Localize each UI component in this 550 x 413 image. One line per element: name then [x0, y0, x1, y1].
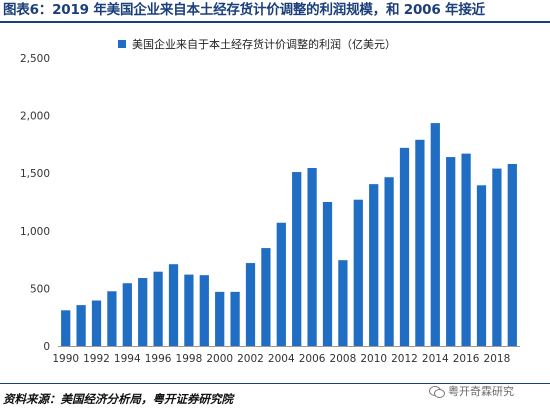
y-tick-label: 0: [43, 341, 50, 353]
bar-2012: [399, 147, 410, 346]
x-tick-label: 1992: [83, 353, 110, 365]
y-tick-label: 1,500: [20, 168, 50, 180]
y-tick-label: 2,500: [20, 53, 50, 65]
bar-2017: [476, 185, 487, 346]
watermark: 粤开奇霖研究: [429, 383, 514, 399]
chart-title: 图表6：2019 年美国企业来自本土经存货计价调整的利润规模，和 2006 年接…: [3, 2, 485, 18]
bar-2009: [353, 199, 363, 346]
bar-1996: [153, 271, 163, 346]
legend-label: 美国企业来自于本土经存货计价调整的利润（亿美元）: [132, 38, 396, 51]
watermark-text: 粤开奇霖研究: [448, 385, 514, 398]
footer-rule: [0, 383, 550, 384]
x-tick-label: 2014: [422, 353, 449, 365]
x-tick-label: 2000: [206, 353, 233, 365]
x-tick-label: 1994: [114, 353, 141, 365]
x-tick-label: 2012: [391, 353, 418, 365]
bar-2016: [461, 153, 471, 346]
wechat-icon: [429, 385, 445, 398]
x-tick-label: 2002: [237, 353, 264, 365]
x-tick-label: 1998: [176, 353, 203, 365]
bar-2001: [230, 291, 240, 346]
bar-2004: [276, 222, 286, 346]
legend-swatch: [118, 40, 126, 48]
bar-2000: [215, 291, 225, 346]
bar-2013: [415, 139, 425, 346]
bar-2015: [446, 157, 456, 346]
x-tick-label: 2018: [484, 353, 511, 365]
x-axis: 1990 1992 1994 1996 1998 2000 2002 2004 2006 2008…: [52, 346, 520, 365]
bar-2007: [322, 202, 333, 346]
title-underline: [0, 21, 550, 23]
bar-1999: [199, 275, 209, 346]
x-tick-label: 1990: [52, 353, 79, 365]
bar-2008: [338, 260, 348, 346]
bar-2006: [307, 168, 317, 346]
bar-2003: [261, 248, 271, 346]
x-tick-label: 2008: [330, 353, 357, 365]
bar-2002: [245, 263, 256, 346]
bar-2005: [292, 172, 302, 346]
x-tick-label: 2016: [453, 353, 480, 365]
legend: 美国企业来自于本土经存货计价调整的利润（亿美元）: [118, 36, 396, 52]
bar-1990: [61, 310, 71, 346]
y-tick-label: 2,000: [20, 111, 50, 123]
bar-2014: [430, 123, 440, 346]
source-note: 资料来源：美国经济分析局，粤开证券研究院: [3, 392, 233, 406]
x-tick-label: 2010: [360, 353, 387, 365]
bar-1994: [122, 283, 132, 346]
bar-1993: [107, 291, 117, 346]
x-tick-label: 2004: [268, 353, 295, 365]
bar-1998: [184, 274, 194, 346]
bar-1997: [168, 264, 179, 346]
bar-2011: [384, 177, 394, 346]
bar-2010: [369, 184, 379, 346]
bar-2018: [492, 168, 502, 346]
y-axis: 0 500 1,000 1,500 2,000 2,500: [20, 53, 50, 353]
bar-1991: [76, 305, 86, 346]
bars: [61, 123, 517, 346]
x-tick-label: 1996: [145, 353, 172, 365]
y-tick-label: 1,000: [20, 226, 50, 238]
x-tick-label: 2006: [299, 353, 326, 365]
bar-2019: [507, 163, 517, 346]
y-tick-label: 500: [30, 283, 50, 295]
bar-1992: [91, 300, 102, 346]
bar-1995: [138, 278, 148, 346]
